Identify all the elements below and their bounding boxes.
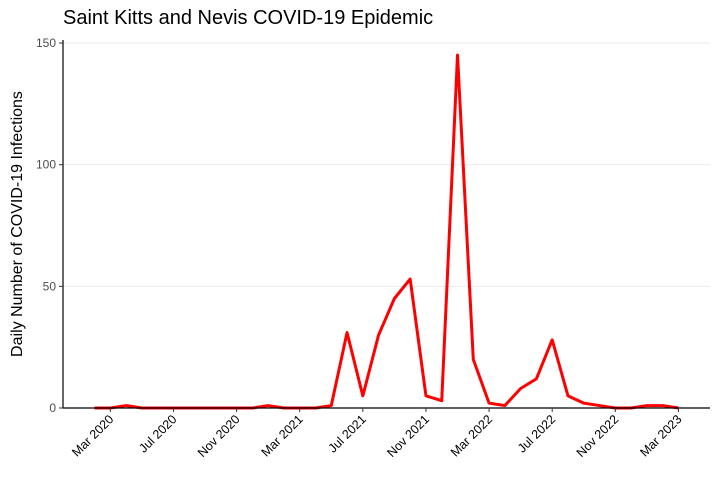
x-tick-label: Nov 2022 (574, 412, 622, 460)
x-tick-label: Jul 2020 (136, 412, 179, 455)
y-axis-label: Daily Number of COVID-19 Infections (9, 91, 26, 357)
chart-title: Saint Kitts and Nevis COVID-19 Epidemic (63, 7, 433, 29)
data-line (94, 53, 679, 410)
x-tick-label: Mar 2022 (448, 412, 495, 459)
y-tick-label: 150 (36, 36, 56, 50)
x-tick-label: Nov 2021 (384, 412, 432, 460)
x-tick-label: Nov 2020 (195, 412, 243, 460)
y-tick-label: 100 (36, 158, 56, 172)
y-tick-label: 0 (49, 401, 56, 415)
x-tick-label: Mar 2023 (637, 412, 684, 459)
x-tick-label: Mar 2020 (69, 412, 116, 459)
x-tick-label: Mar 2021 (259, 412, 306, 459)
x-tick-label: Jul 2021 (326, 412, 369, 455)
y-tick-label: 50 (43, 279, 57, 293)
x-tick-label: Jul 2022 (515, 412, 558, 455)
